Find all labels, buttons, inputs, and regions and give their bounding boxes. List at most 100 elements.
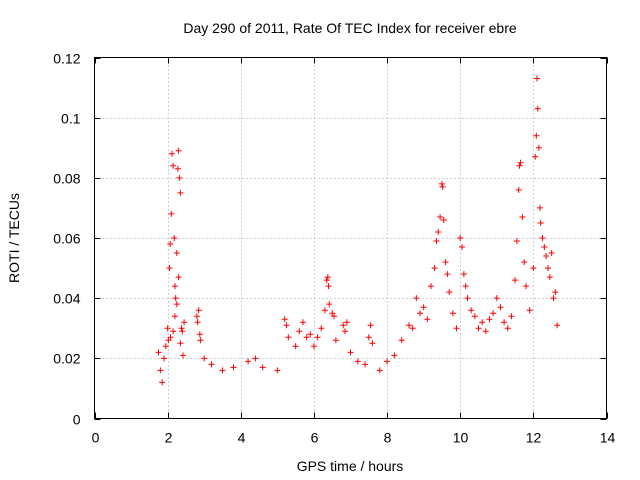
data-point <box>479 319 486 326</box>
data-point <box>431 265 438 272</box>
data-point <box>201 355 208 362</box>
data-point <box>331 313 338 320</box>
data-point <box>475 325 482 332</box>
data-point <box>171 313 178 320</box>
data-point <box>546 274 553 281</box>
data-point <box>504 325 511 332</box>
data-point <box>501 319 508 326</box>
data-point <box>281 316 288 323</box>
data-point <box>435 228 442 235</box>
data-point <box>329 310 336 317</box>
x-axis-label: GPS time / hours <box>297 458 404 474</box>
data-point <box>167 334 174 341</box>
y-tick-label: 0 <box>73 412 81 428</box>
data-point <box>340 322 347 329</box>
data-point <box>174 165 181 172</box>
data-point <box>160 355 167 362</box>
data-point <box>181 319 188 326</box>
data-point <box>533 132 540 139</box>
data-point <box>169 150 176 157</box>
data-point <box>424 316 431 323</box>
data-point <box>157 367 164 374</box>
data-point <box>438 180 445 187</box>
data-point <box>449 310 456 317</box>
x-tick-label: 6 <box>311 430 319 446</box>
data-point <box>497 304 504 311</box>
data-point <box>464 295 471 302</box>
y-tick-label: 0.06 <box>53 231 80 247</box>
data-point <box>536 204 543 211</box>
data-point <box>326 301 333 308</box>
data-point <box>314 334 321 341</box>
data-point <box>462 283 469 290</box>
data-point <box>490 310 497 317</box>
data-point <box>173 250 180 257</box>
data-point <box>365 334 372 341</box>
y-tick-label: 0.08 <box>53 171 80 187</box>
data-point <box>347 349 354 356</box>
data-point <box>539 235 546 241</box>
data-point <box>178 325 185 332</box>
data-point <box>171 235 178 241</box>
data-point <box>367 322 374 329</box>
data-point <box>515 186 522 193</box>
data-point <box>164 325 171 332</box>
data-point <box>541 244 548 251</box>
data-point <box>391 352 398 359</box>
data-point <box>468 307 475 314</box>
data-point <box>508 313 515 320</box>
data-point <box>537 219 544 226</box>
data-point <box>252 355 259 362</box>
data-point <box>318 325 325 332</box>
data-point <box>307 331 314 338</box>
data-point <box>193 313 200 320</box>
data-point <box>493 295 500 302</box>
data-point <box>170 328 177 335</box>
data-point <box>194 319 201 326</box>
data-point <box>420 304 427 311</box>
data-point <box>219 367 226 374</box>
data-point <box>310 343 317 350</box>
data-point <box>444 271 451 278</box>
data-point <box>354 358 361 365</box>
y-tick-label: 0.1 <box>61 111 81 127</box>
data-point <box>342 328 349 335</box>
data-point <box>535 144 542 151</box>
x-tick-label: 10 <box>453 430 469 446</box>
y-tick-label: 0.12 <box>53 51 80 67</box>
data-points <box>155 75 561 386</box>
data-point <box>440 216 447 223</box>
data-point <box>180 352 187 359</box>
data-point <box>166 265 173 272</box>
data-point <box>439 183 446 190</box>
data-point <box>162 343 169 350</box>
data-point <box>523 283 530 290</box>
axis-ticks: 0 2 4 6 8 10 12 14 0 0.02 0.04 0.06 0.08 0.1 0.12 <box>53 51 615 446</box>
data-point <box>173 301 180 308</box>
data-point <box>512 277 519 284</box>
data-point <box>343 319 350 326</box>
data-point <box>482 328 489 335</box>
x-tick-label: 2 <box>165 430 173 446</box>
data-point <box>376 367 383 374</box>
data-point <box>175 274 182 281</box>
data-point <box>177 189 184 196</box>
data-point <box>197 337 204 344</box>
data-point <box>519 213 526 220</box>
data-point <box>196 331 203 338</box>
data-point <box>177 340 184 347</box>
data-point <box>195 307 202 314</box>
data-point <box>171 283 178 290</box>
data-point <box>486 316 493 323</box>
data-point <box>530 265 537 272</box>
data-point <box>398 337 405 344</box>
data-point <box>554 322 561 329</box>
data-point <box>427 283 434 290</box>
data-point <box>296 328 303 335</box>
data-point <box>413 295 420 302</box>
data-point <box>548 250 555 257</box>
data-point <box>369 340 376 347</box>
x-tick-label: 4 <box>238 430 246 446</box>
data-point <box>521 259 528 266</box>
x-tick-label: 14 <box>600 430 616 446</box>
